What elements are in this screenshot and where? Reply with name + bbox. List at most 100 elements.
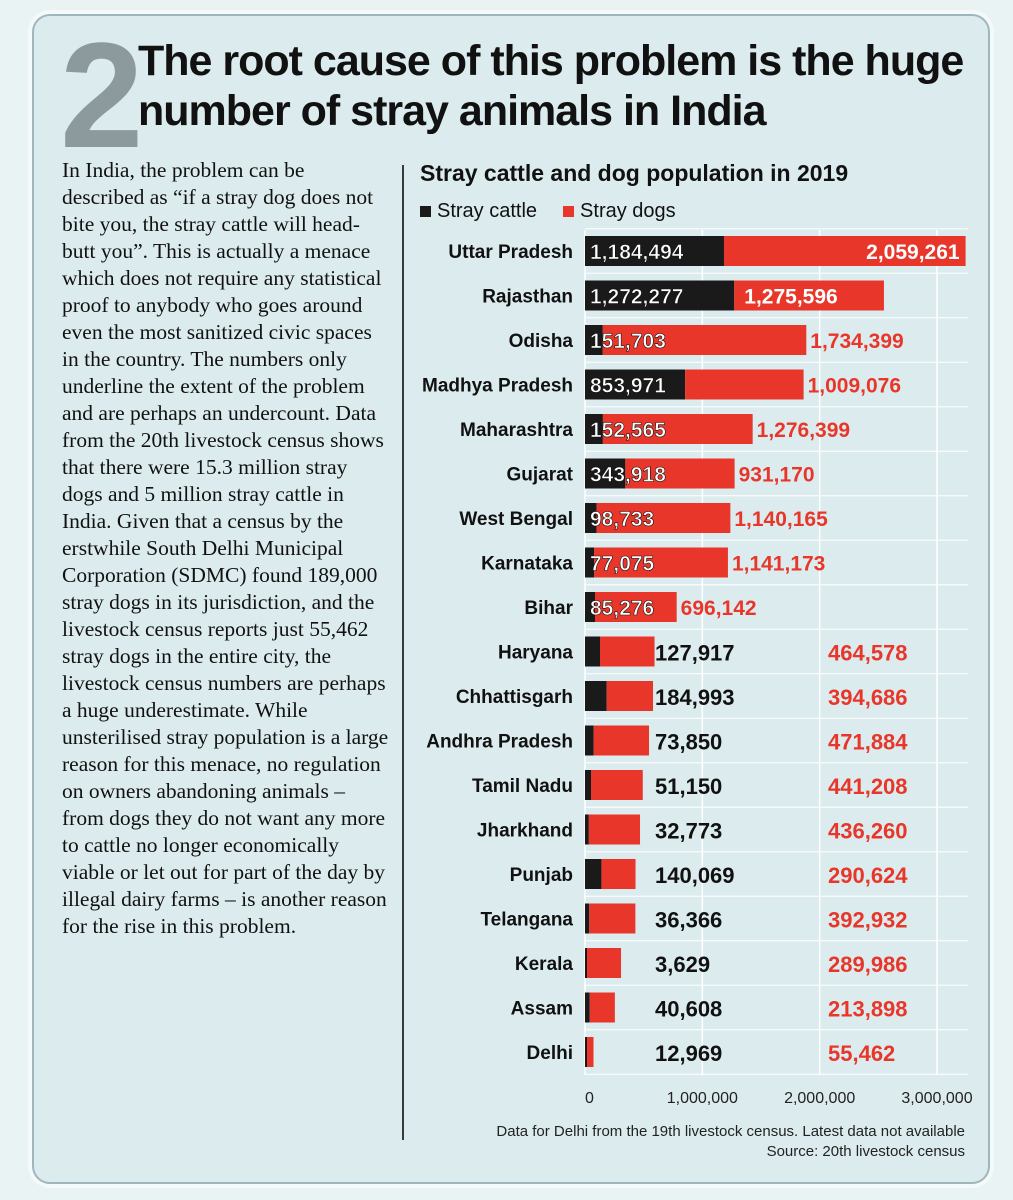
category-label: Karnataka — [481, 554, 573, 575]
category-label: Madhya Pradesh — [422, 376, 573, 397]
category-label: Maharashtra — [460, 420, 573, 441]
category-label: Tamil Nadu — [472, 776, 573, 797]
bar-cattle — [585, 636, 601, 667]
legend-item-dogs: Stray dogs — [563, 200, 676, 223]
category-label: Punjab — [510, 865, 573, 886]
value-label-cattle: 51,150 — [655, 774, 722, 799]
bar-cattle — [585, 280, 735, 311]
bar-dogs — [734, 280, 884, 311]
category-label: Bihar — [524, 598, 573, 619]
value-label-dogs: 464,578 — [828, 641, 908, 666]
bar-dogs — [588, 814, 641, 845]
bar-dogs — [593, 725, 650, 756]
bar-dogs — [625, 458, 735, 489]
bar-cattle — [585, 770, 592, 800]
chart-legend: Stray cattle Stray dogs — [420, 200, 676, 223]
value-label-cattle: 853,971 — [590, 375, 666, 398]
dogs-swatch — [563, 206, 575, 217]
legend-label-cattle: Stray cattle — [437, 200, 538, 222]
bar-cattle — [585, 547, 595, 578]
legend-item-cattle: Stray cattle — [420, 200, 537, 223]
category-label: Telangana — [480, 910, 573, 931]
value-label-dogs: 471,884 — [828, 730, 908, 755]
value-label-cattle: 36,366 — [655, 908, 722, 933]
bar-dogs — [606, 681, 654, 711]
value-label-cattle: 73,850 — [655, 730, 722, 755]
bar-cattle — [585, 414, 603, 444]
value-label-cattle: 127,917 — [655, 641, 735, 666]
footnote: Data for Delhi from the 19th livestock c… — [496, 1122, 965, 1162]
cattle-swatch — [420, 206, 431, 217]
bar-cattle — [585, 903, 590, 934]
chart-title: Stray cattle and dog population in 2019 — [420, 160, 849, 186]
infographic-card — [32, 14, 990, 1184]
bar-dogs — [723, 236, 966, 266]
value-label-dogs: 1,140,165 — [734, 508, 828, 531]
bar-dogs — [602, 325, 807, 355]
footnote-source: Source: 20th livestock census — [766, 1143, 965, 1160]
value-label-dogs: 290,624 — [828, 863, 908, 888]
value-label-cattle: 184,993 — [655, 685, 735, 710]
bar-dogs — [596, 503, 731, 533]
headline: The root cause of this problem is the hu… — [138, 37, 964, 135]
bar-dogs — [595, 592, 677, 622]
value-label-cattle: 40,608 — [655, 997, 722, 1022]
bar-cattle — [585, 592, 596, 622]
value-label-dogs: 696,142 — [681, 597, 757, 620]
legend-label-dogs: Stray dogs — [580, 200, 676, 222]
category-label: Assam — [511, 999, 573, 1020]
value-label-cattle: 3,629 — [655, 952, 710, 977]
value-label-dogs: 1,275,596 — [744, 286, 837, 309]
category-label: West Bengal — [459, 509, 573, 530]
section-number: 2 — [60, 11, 144, 179]
value-label-cattle: 343,918 — [590, 464, 666, 487]
bar-dogs — [594, 547, 728, 578]
bar-dogs — [685, 369, 804, 400]
x-tick-label: 0 — [585, 1090, 594, 1107]
footnote-note: Data for Delhi from the 19th livestock c… — [496, 1123, 965, 1140]
value-label-dogs: 1,141,173 — [732, 553, 825, 576]
category-label: Delhi — [527, 1043, 573, 1064]
value-label-cattle: 98,733 — [590, 508, 654, 531]
bar-dogs — [602, 414, 753, 444]
value-label-dogs: 1,276,399 — [757, 419, 850, 442]
bar-dogs — [601, 859, 636, 889]
x-tick-label: 2,000,000 — [784, 1090, 855, 1107]
bar-cattle — [585, 992, 590, 1023]
category-label: Jharkhand — [477, 821, 573, 842]
value-label-cattle: 151,703 — [590, 330, 666, 353]
bar-dogs — [600, 636, 655, 667]
bar-cattle — [585, 325, 603, 355]
value-label-dogs: 1,009,076 — [808, 375, 901, 398]
bar-cattle — [585, 681, 607, 711]
value-label-dogs: 931,170 — [739, 464, 815, 487]
bar-cattle — [585, 725, 594, 756]
category-label: Andhra Pradesh — [426, 732, 573, 753]
value-label-dogs: 394,686 — [828, 685, 908, 710]
value-label-dogs: 392,932 — [828, 908, 908, 933]
bar-dogs — [589, 903, 636, 934]
category-label: Kerala — [515, 954, 574, 975]
bar-cattle — [585, 236, 724, 266]
x-tick-label: 3,000,000 — [901, 1090, 972, 1107]
bar-cattle — [585, 503, 597, 533]
value-label-dogs: 213,898 — [828, 997, 908, 1022]
value-label-dogs: 1,734,399 — [810, 330, 903, 353]
value-label-cattle: 152,565 — [590, 419, 666, 442]
value-label-dogs: 436,260 — [828, 819, 908, 844]
value-label-cattle: 140,069 — [655, 863, 735, 888]
bar-dogs — [587, 948, 622, 978]
bar-dogs — [587, 1037, 594, 1067]
category-label: Gujarat — [506, 465, 573, 486]
bar-cattle — [585, 814, 589, 845]
body-text: In India, the problem can be described a… — [62, 158, 389, 938]
value-label-cattle: 77,075 — [590, 553, 655, 576]
value-label-dogs: 441,208 — [828, 774, 908, 799]
bar-cattle — [585, 859, 602, 889]
value-label-cattle: 32,773 — [655, 819, 722, 844]
category-label: Haryana — [498, 643, 573, 664]
value-label-cattle: 85,276 — [590, 597, 654, 620]
category-label: Uttar Pradesh — [448, 242, 573, 263]
bar-cattle — [585, 369, 686, 400]
